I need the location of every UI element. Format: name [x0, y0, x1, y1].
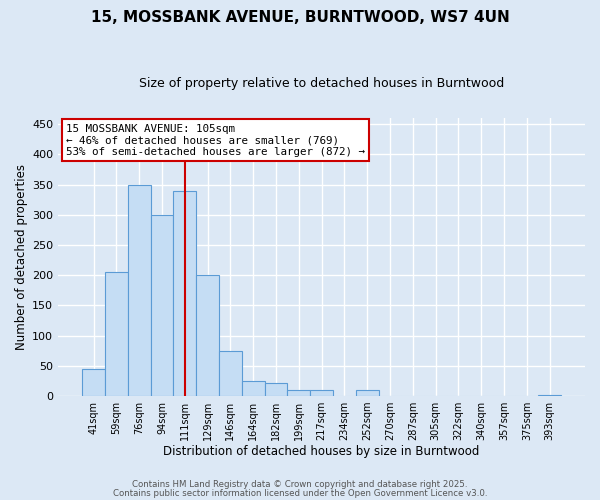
Title: Size of property relative to detached houses in Burntwood: Size of property relative to detached ho… [139, 78, 504, 90]
Bar [219, 350, 242, 396]
Bar [242, 381, 265, 396]
Bar [196, 275, 219, 396]
Bar [538, 395, 561, 396]
Text: Contains public sector information licensed under the Open Government Licence v3: Contains public sector information licen… [113, 490, 487, 498]
Y-axis label: Number of detached properties: Number of detached properties [15, 164, 28, 350]
Bar [173, 190, 196, 396]
Bar [82, 369, 105, 396]
Bar [128, 184, 151, 396]
Bar [310, 390, 333, 396]
Bar [105, 272, 128, 396]
Bar [287, 390, 310, 396]
Text: 15, MOSSBANK AVENUE, BURNTWOOD, WS7 4UN: 15, MOSSBANK AVENUE, BURNTWOOD, WS7 4UN [91, 10, 509, 25]
Text: Contains HM Land Registry data © Crown copyright and database right 2025.: Contains HM Land Registry data © Crown c… [132, 480, 468, 489]
X-axis label: Distribution of detached houses by size in Burntwood: Distribution of detached houses by size … [163, 444, 480, 458]
Text: 15 MOSSBANK AVENUE: 105sqm
← 46% of detached houses are smaller (769)
53% of sem: 15 MOSSBANK AVENUE: 105sqm ← 46% of deta… [66, 124, 365, 157]
Bar [151, 214, 173, 396]
Bar [265, 382, 287, 396]
Bar [356, 390, 379, 396]
